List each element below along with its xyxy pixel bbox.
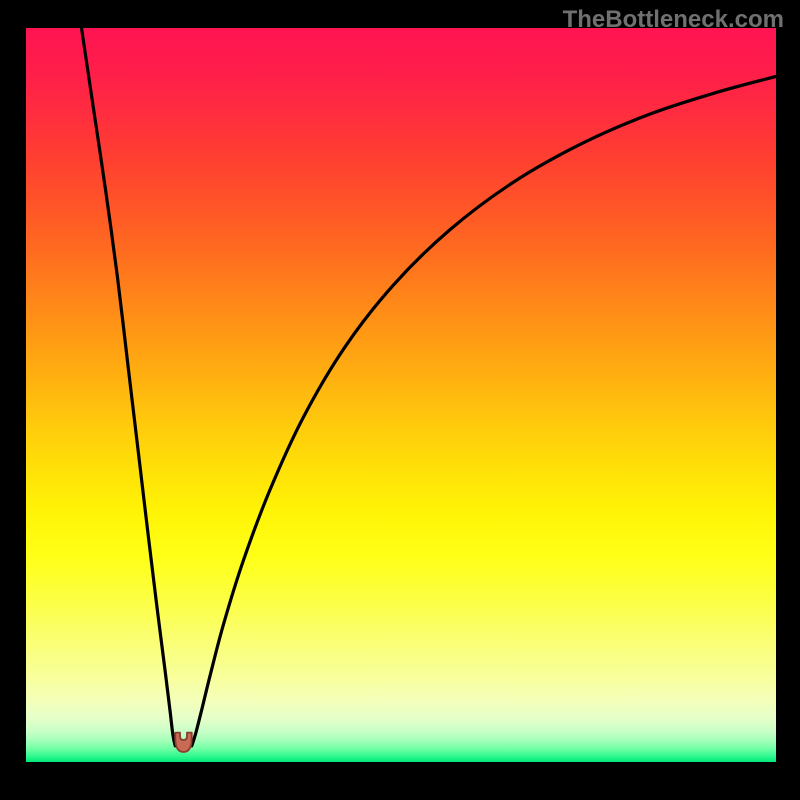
plot-background <box>26 28 776 762</box>
watermark-text: TheBottleneck.com <box>563 6 784 34</box>
chart-frame <box>0 0 800 800</box>
bottleneck-chart <box>0 0 800 800</box>
